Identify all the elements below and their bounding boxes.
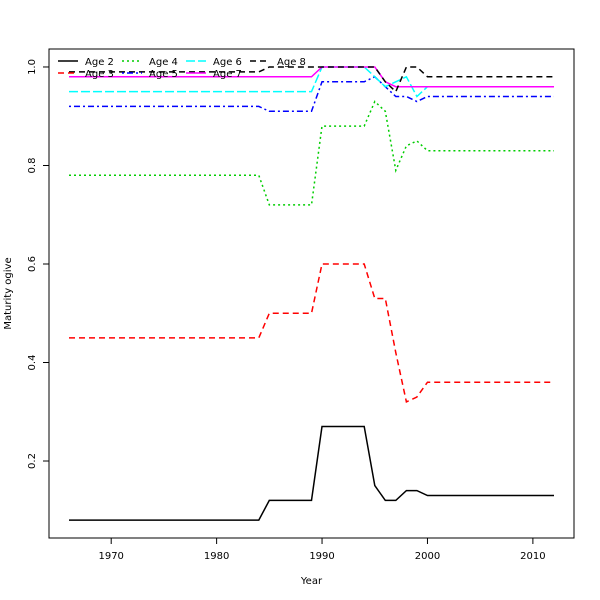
x-axis-label: Year — [300, 576, 323, 587]
y-tick-label: 0.4 — [27, 355, 38, 371]
series-line-age-2 — [69, 425, 554, 521]
series-line-age-8 — [69, 66, 554, 93]
x-tick-label: 1980 — [204, 551, 229, 562]
series-line-age-5 — [69, 75, 554, 113]
legend-label: Age 7 — [213, 69, 242, 80]
legend-label: Age 2 — [85, 57, 114, 68]
series-line-age-3 — [69, 263, 554, 403]
series-line-age-4 — [69, 100, 554, 206]
legend-label: Age 3 — [85, 69, 114, 80]
legend-label: Age 4 — [149, 57, 178, 68]
y-axis: 0.2 0.4 0.6 0.8 1.0 — [27, 59, 49, 469]
series-line-age-7 — [69, 66, 554, 88]
legend-label: Age 8 — [277, 57, 306, 68]
x-tick-label: 1970 — [98, 551, 123, 562]
x-tick-label: 2010 — [520, 551, 545, 562]
y-tick-label: 1.0 — [27, 59, 38, 75]
y-tick-label: 0.6 — [27, 256, 38, 272]
plot-frame — [48, 48, 575, 539]
x-tick-label: 2000 — [415, 551, 440, 562]
legend-label: Age 6 — [213, 57, 242, 68]
y-tick-label: 0.2 — [27, 453, 38, 469]
y-axis-label: Maturity ogive — [3, 257, 14, 329]
legend-label: Age 5 — [149, 69, 178, 80]
series-layer — [69, 66, 554, 521]
x-tick-label: 1990 — [309, 551, 334, 562]
x-axis: 1970 1980 1990 2000 2010 — [98, 538, 546, 562]
y-tick-label: 0.8 — [27, 158, 38, 174]
